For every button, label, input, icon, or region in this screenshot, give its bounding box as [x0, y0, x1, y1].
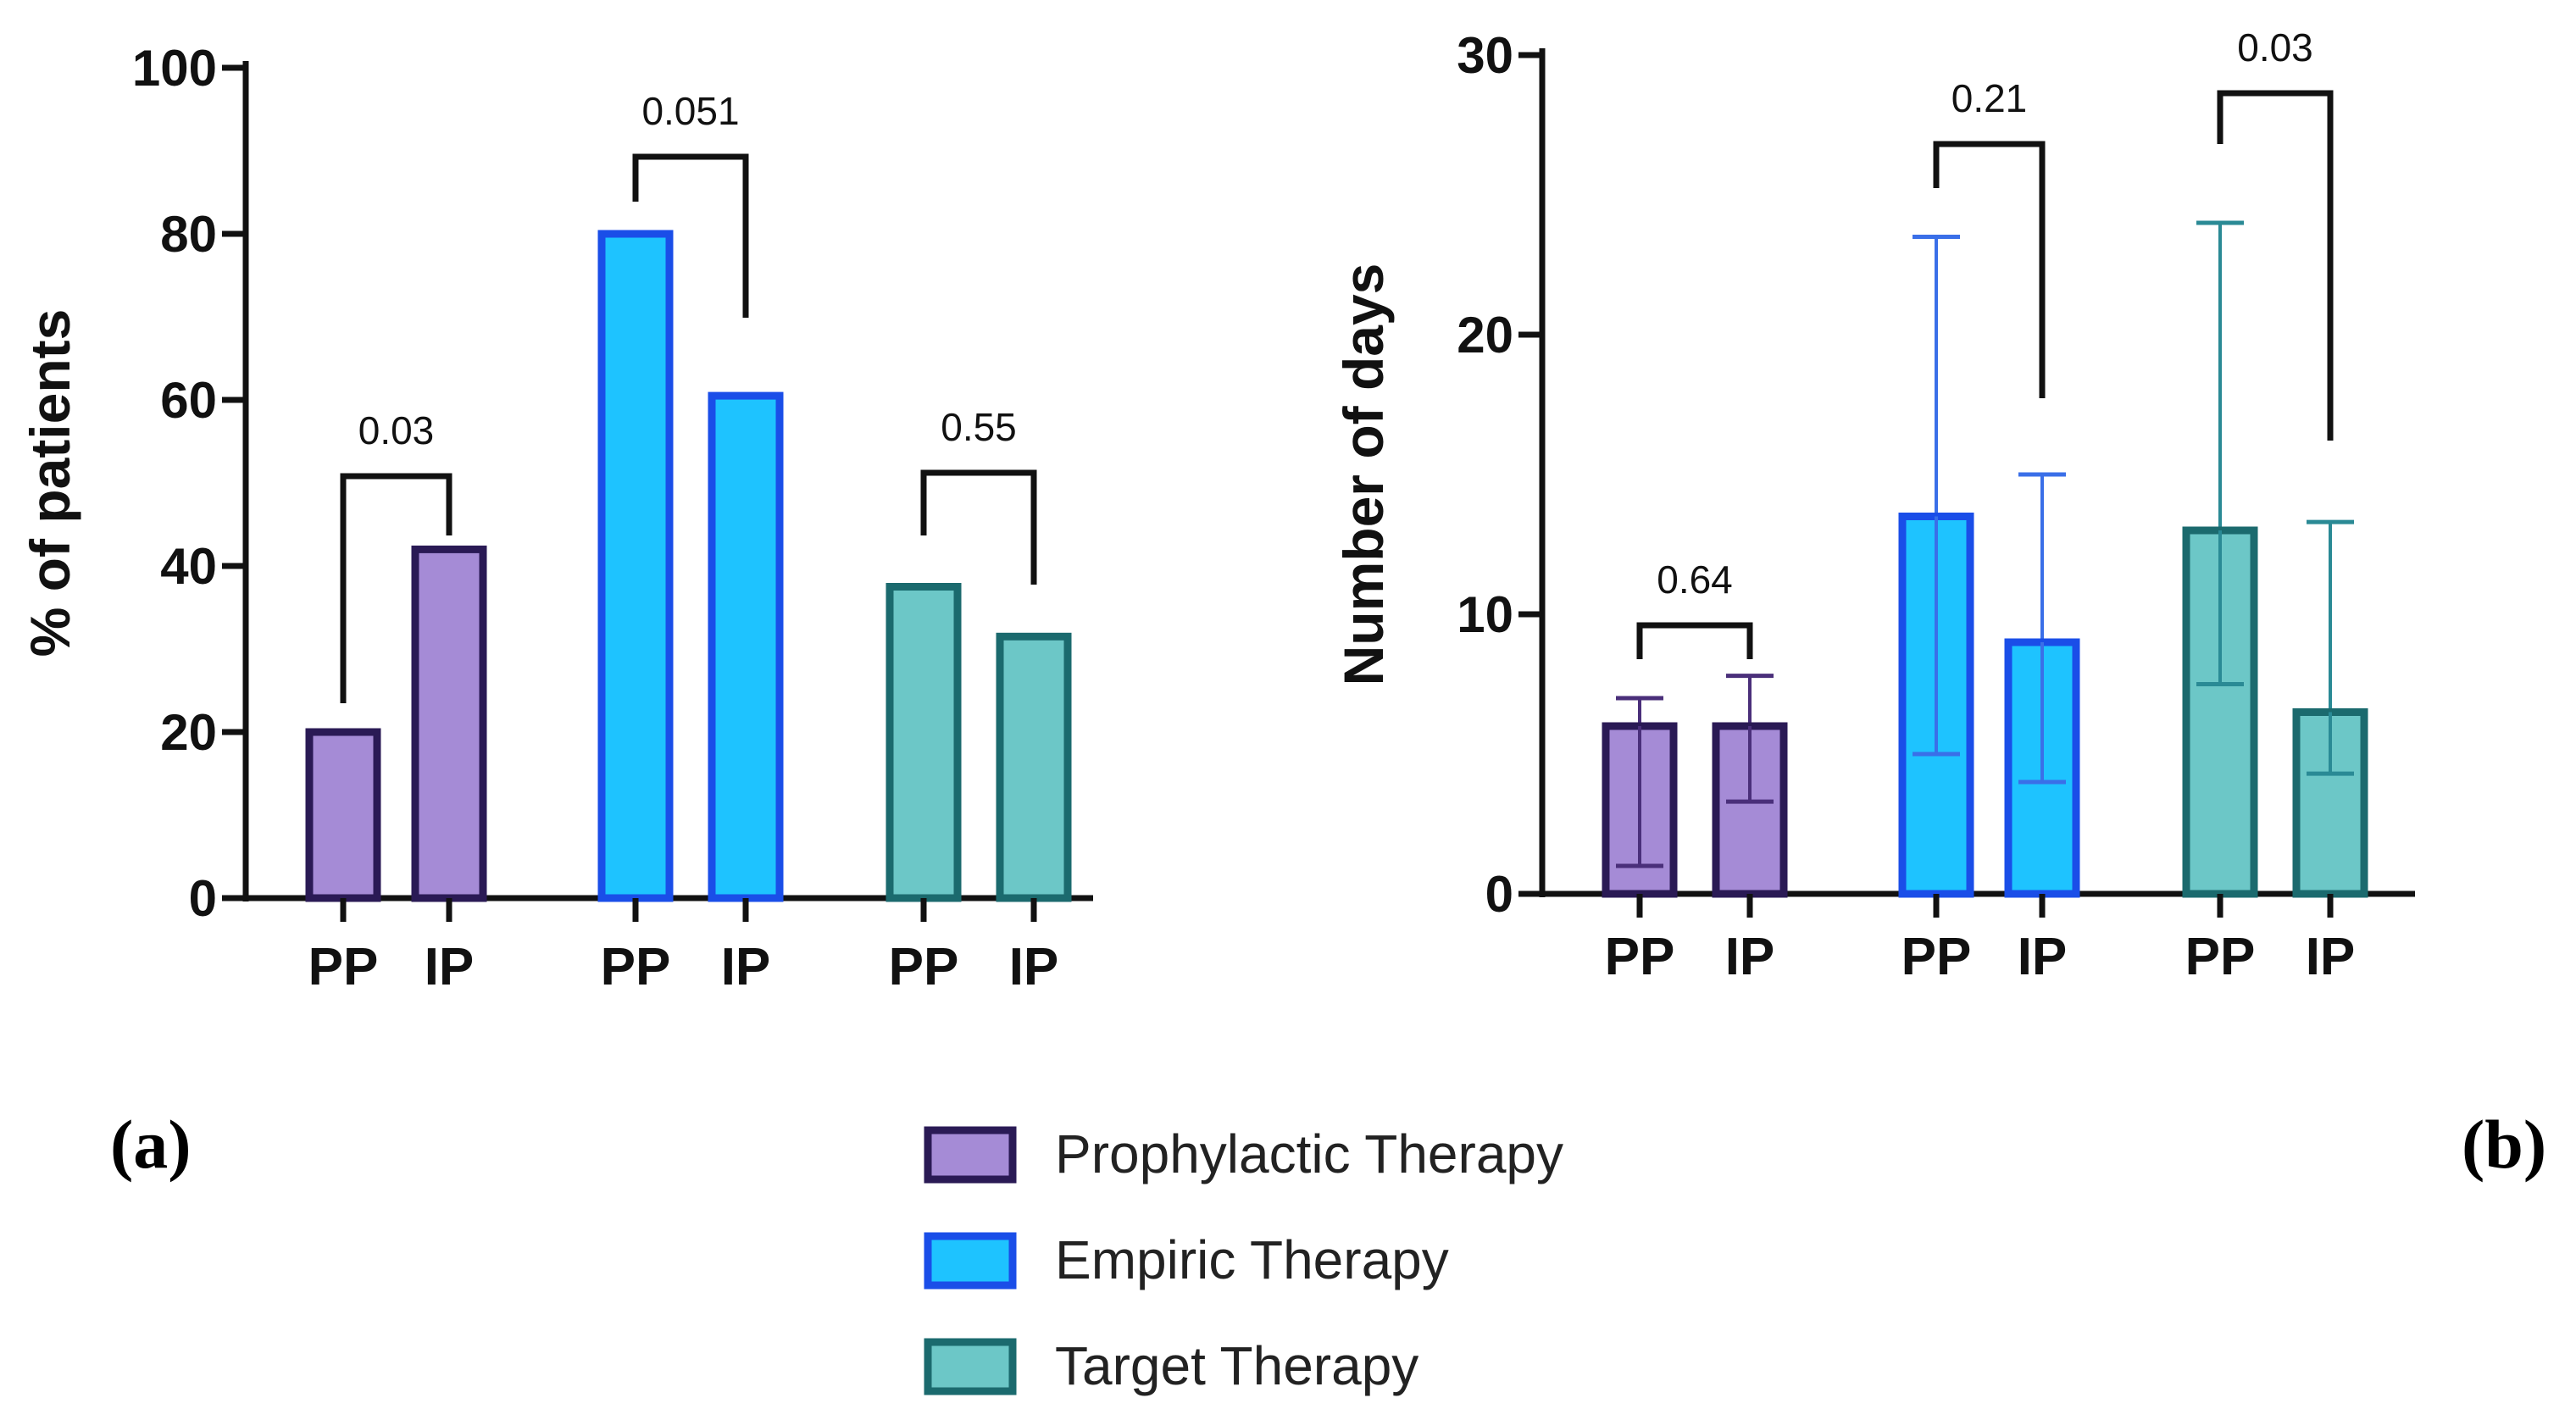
- legend-label: Target Therapy: [1055, 1335, 1418, 1396]
- legend-label: Prophylactic Therapy: [1055, 1123, 1563, 1184]
- y-tick-label: 80: [160, 206, 217, 263]
- bar: [886, 583, 962, 902]
- x-tick-label: PP: [1605, 928, 1675, 986]
- x-tick-label: IP: [1725, 928, 1775, 986]
- y-tick-label: 20: [1457, 307, 1513, 363]
- x-tick-label: IP: [425, 938, 475, 996]
- x-tick-label: PP: [2185, 928, 2256, 986]
- x-tick-label: IP: [1009, 938, 1059, 996]
- bar: [305, 728, 381, 902]
- y-tick-label: 20: [160, 704, 217, 761]
- x-tick-label: IP: [2306, 928, 2356, 986]
- y-axis-label: % of patients: [19, 309, 81, 657]
- bar: [996, 632, 1072, 902]
- legend: Prophylactic Therapy Empiric Therapy Targe…: [924, 1123, 1563, 1396]
- x-tick-label: PP: [889, 938, 959, 996]
- significance-bracket: [1933, 141, 2046, 398]
- legend-swatch: [924, 1126, 1017, 1184]
- x-tick-label: IP: [2018, 928, 2068, 986]
- y-tick-label: 0: [1485, 866, 1513, 923]
- bar: [708, 391, 784, 902]
- y-tick-label: 100: [132, 40, 217, 97]
- p-value-label: 0.21: [1951, 76, 2028, 120]
- x-tick-label: PP: [1901, 928, 1972, 986]
- y-axis-label: Number of days: [1332, 263, 1395, 686]
- legend-label: Empiric Therapy: [1055, 1229, 1449, 1290]
- p-value-label: 0.051: [641, 89, 739, 133]
- p-value-label: 0.03: [358, 408, 435, 452]
- x-tick-label: PP: [308, 938, 379, 996]
- chart-panel-b: 0 10 20 30 Number of days PP IP 0.64 PP IP 0.21 PP I…: [1332, 25, 2415, 986]
- x-tick-label: IP: [721, 938, 771, 996]
- legend-swatch: [924, 1232, 1017, 1290]
- p-value-label: 0.64: [1657, 557, 1733, 602]
- y-tick-label: 60: [160, 372, 217, 429]
- significance-bracket: [920, 469, 1037, 585]
- p-value-label: 0.55: [941, 405, 1017, 449]
- y-tick-label: 0: [189, 870, 217, 927]
- p-value-label: 0.03: [2237, 25, 2313, 69]
- significance-bracket: [2217, 90, 2334, 441]
- y-tick-label: 10: [1457, 586, 1513, 643]
- y-tick-label: 30: [1457, 27, 1513, 84]
- significance-bracket: [1636, 622, 1753, 659]
- significance-bracket: [340, 473, 452, 703]
- x-tick-label: PP: [601, 938, 671, 996]
- bar: [597, 230, 674, 902]
- chart-panel-a: 0 20 40 60 80 100 % of patients PP IP 0.03 PP IP 0.0…: [19, 40, 1093, 996]
- legend-swatch: [924, 1338, 1017, 1395]
- panel-a-label: (a): [110, 1106, 192, 1183]
- bar: [411, 545, 487, 902]
- panel-b-label: (b): [2462, 1106, 2546, 1183]
- significance-bracket: [632, 153, 749, 318]
- y-tick-label: 40: [160, 538, 217, 595]
